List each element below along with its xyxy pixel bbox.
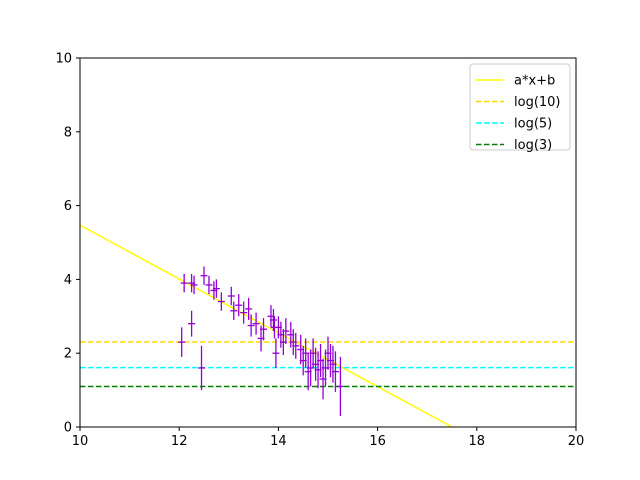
data-point xyxy=(331,351,339,392)
x-tick-label: 14 xyxy=(270,434,287,449)
data-point xyxy=(200,266,208,285)
fit-line xyxy=(80,224,453,427)
data-point xyxy=(247,314,255,337)
data-point xyxy=(235,294,243,317)
x-tick-label: 20 xyxy=(568,434,585,449)
data-point xyxy=(227,286,235,306)
data-point xyxy=(180,273,188,293)
data-point xyxy=(198,345,206,391)
data-point xyxy=(260,318,268,341)
data-point xyxy=(252,312,260,335)
data-point xyxy=(272,338,280,368)
y-tick-label: 6 xyxy=(64,199,72,214)
legend-label: log(5) xyxy=(514,117,552,132)
data-point xyxy=(336,356,344,416)
plot-area xyxy=(80,224,576,427)
legend-label: log(3) xyxy=(514,138,552,153)
data-point xyxy=(178,327,186,357)
y-tick-label: 0 xyxy=(64,421,72,436)
data-point xyxy=(282,318,290,344)
axis-ticks: 10 12 14 16 18 20 0 2 4 6 8 10 xyxy=(55,52,584,450)
legend: a*x+b log(10) log(5) log(3) xyxy=(469,63,571,153)
axes-frame xyxy=(79,57,577,428)
data-point xyxy=(212,279,220,298)
x-tick-label: 18 xyxy=(469,434,486,449)
x-tick-label: 12 xyxy=(171,434,188,449)
x-tick-label: 10 xyxy=(72,434,89,449)
data-point xyxy=(217,292,225,311)
data-point xyxy=(188,310,196,337)
legend-box xyxy=(469,63,571,151)
data-point xyxy=(205,275,213,295)
data-point xyxy=(292,332,300,359)
x-tick-label: 16 xyxy=(369,434,386,449)
legend-label: a*x+b xyxy=(514,74,555,89)
y-tick-label: 4 xyxy=(64,273,72,288)
data-point xyxy=(230,301,238,320)
y-tick-label: 2 xyxy=(64,347,72,362)
data-point xyxy=(240,301,248,324)
data-point xyxy=(245,297,253,320)
data-point xyxy=(190,275,198,295)
legend-label: log(10) xyxy=(514,95,561,110)
y-tick-label: 10 xyxy=(55,52,72,67)
y-tick-label: 8 xyxy=(64,125,72,140)
